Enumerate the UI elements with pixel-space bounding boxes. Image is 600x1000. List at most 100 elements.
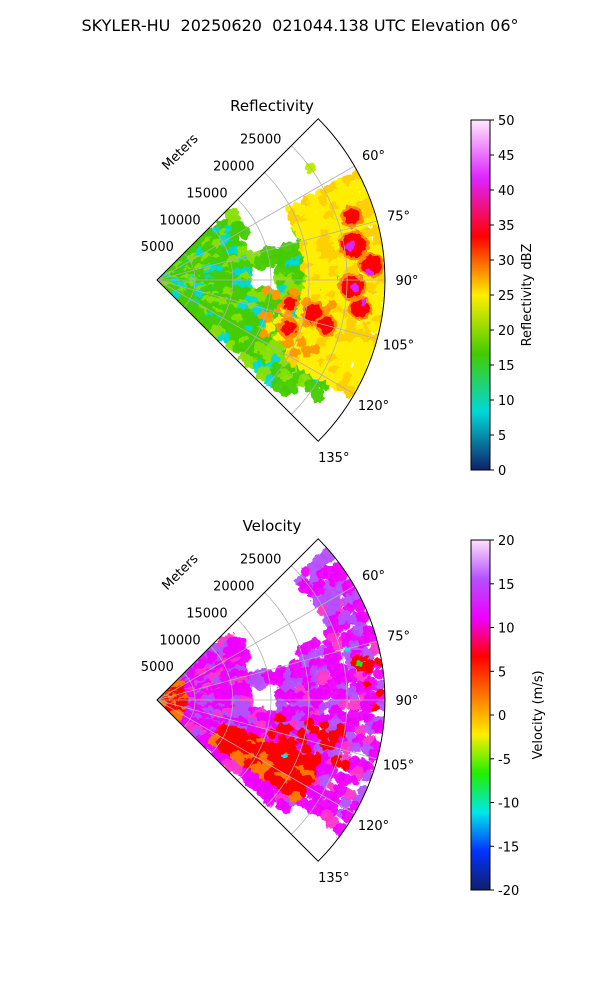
- echo-cell: [329, 795, 341, 807]
- echo-cell: [270, 355, 281, 366]
- colorbar-tick-label: 5: [498, 665, 506, 680]
- radial-tick-label: 5000: [141, 240, 174, 255]
- theta-tick-label: 120°: [358, 399, 389, 414]
- colorbar-tick-label: 5: [498, 429, 506, 444]
- reflectivity-colorbar: 0 5 10 15 20 25 30 35 40 45 50 Reflectivity dBZ: [470, 114, 535, 479]
- azimuth-line: [156, 585, 355, 701]
- radial-tick-label: 20000: [213, 580, 254, 595]
- velocity-panel: 60° 75° 90° 105° 120° 135° 5000 10000 15000 2000…: [141, 538, 419, 886]
- velocity-colorbar-ticks: -20 -15 -10 -5 0 5 10 15 20: [490, 534, 519, 899]
- echo-cell: [262, 285, 273, 296]
- echo-core: [283, 297, 296, 310]
- colorbar-tick-label: 0: [498, 464, 506, 479]
- echo-cell: [318, 730, 329, 741]
- theta-tick-label: 75°: [387, 629, 410, 644]
- echo-core: [344, 208, 360, 225]
- theta-tick-label: 105°: [383, 339, 414, 354]
- reflectivity-radial-label: Meters: [160, 131, 202, 173]
- radial-tick-label: 5000: [141, 660, 174, 675]
- colorbar-tick-label: 20: [498, 534, 515, 549]
- colorbar-tick-label: -20: [498, 884, 519, 899]
- echo-cell: [349, 775, 360, 786]
- radial-tick-label: 20000: [213, 160, 254, 175]
- echo-cell: [286, 736, 297, 747]
- echo-cell: [374, 688, 383, 697]
- reflectivity-theta-ticks: 60° 75° 90° 105° 120° 135°: [318, 149, 418, 466]
- echo-cell: [332, 650, 344, 662]
- echo-cell: [296, 728, 307, 739]
- colorbar-tick-label: 15: [498, 578, 515, 593]
- echo-cell: [373, 668, 385, 680]
- echo-cell: [232, 763, 244, 775]
- theta-tick-label: 135°: [318, 451, 349, 466]
- velocity-colorbar: -20 -15 -10 -5 0 5 10 15 20 Velocity (m/s): [470, 534, 546, 899]
- echo-cell: [310, 637, 321, 648]
- echo-cell: [330, 754, 341, 765]
- colorbar-tick-label: 25: [498, 289, 515, 304]
- echo-cell: [339, 797, 351, 809]
- echo-cell: [367, 214, 380, 227]
- radial-tick-label: 15000: [186, 606, 227, 621]
- echo-cell: [370, 703, 379, 712]
- echo-cell: [310, 388, 325, 404]
- echo-cell: [361, 680, 370, 689]
- echo-cell: [271, 289, 282, 300]
- echo-cell: [289, 790, 302, 803]
- echo-cell: [310, 359, 321, 370]
- echo-cell: [372, 294, 385, 307]
- colorbar-tick-label: 10: [498, 394, 515, 409]
- echo-cell: [283, 337, 294, 348]
- echo-cell: [369, 640, 383, 655]
- colorbar-tick-label: 0: [498, 709, 506, 724]
- echo-cell: [325, 300, 336, 311]
- colorbar-tick-label: 10: [498, 622, 515, 637]
- echo-cell: [325, 604, 336, 615]
- colorbar-tick-label: -15: [498, 840, 519, 855]
- echo-cell: [315, 645, 326, 656]
- colorbar-tick-label: 15: [498, 359, 515, 374]
- echo-cell: [349, 191, 362, 204]
- echo-core: [355, 661, 362, 668]
- echo-cell: [239, 227, 251, 240]
- echo-cell: [264, 674, 277, 686]
- velocity-colorbar-ramp: [470, 539, 491, 891]
- echo-cell: [349, 263, 362, 276]
- velocity-echoes: [157, 546, 385, 838]
- echo-cell: [280, 803, 292, 815]
- theta-tick-label: 120°: [358, 819, 389, 834]
- echo-cell: [311, 753, 322, 764]
- velocity-radial-label: Meters: [160, 551, 202, 593]
- radial-tick-label: 10000: [159, 633, 200, 648]
- radial-tick-label: 25000: [240, 133, 281, 148]
- azimuth-line: [156, 699, 378, 760]
- echo-core: [281, 320, 296, 335]
- velocity-colorbar-label: Velocity (m/s): [531, 670, 546, 759]
- echo-cell: [277, 723, 288, 734]
- echo-cell: [371, 721, 385, 735]
- echo-cell: [311, 580, 327, 596]
- echo-cell: [374, 657, 383, 666]
- echo-cell: [316, 671, 332, 686]
- echo-cell: [218, 331, 231, 344]
- echo-core: [323, 708, 330, 715]
- echo-cell: [346, 687, 360, 701]
- echo-core: [360, 298, 367, 305]
- echo-cell: [368, 320, 381, 333]
- radial-tick-label: 25000: [240, 553, 281, 568]
- echo-cell: [377, 700, 385, 712]
- reflectivity-radial-ticks: 5000 10000 15000 20000 25000: [141, 133, 282, 256]
- colorbar-tick-label: 45: [498, 149, 515, 164]
- theta-tick-label: 60°: [362, 569, 385, 584]
- echo-cell: [354, 724, 366, 736]
- reflectivity-colorbar-ticks: 0 5 10 15 20 25 30 35 40 45 50: [490, 114, 515, 479]
- azimuth-line: [156, 165, 355, 281]
- echo-cell: [303, 753, 314, 764]
- reflectivity-panel-title: Reflectivity: [230, 97, 314, 115]
- reflectivity-colorbar-label: Reflectivity dBZ: [520, 244, 535, 347]
- azimuth-line: [156, 279, 378, 340]
- echo-cell: [263, 793, 276, 806]
- theta-tick-label: 105°: [383, 759, 414, 774]
- colorbar-tick-label: 35: [498, 219, 515, 234]
- echo-cell: [360, 349, 373, 362]
- echo-cell: [362, 760, 375, 773]
